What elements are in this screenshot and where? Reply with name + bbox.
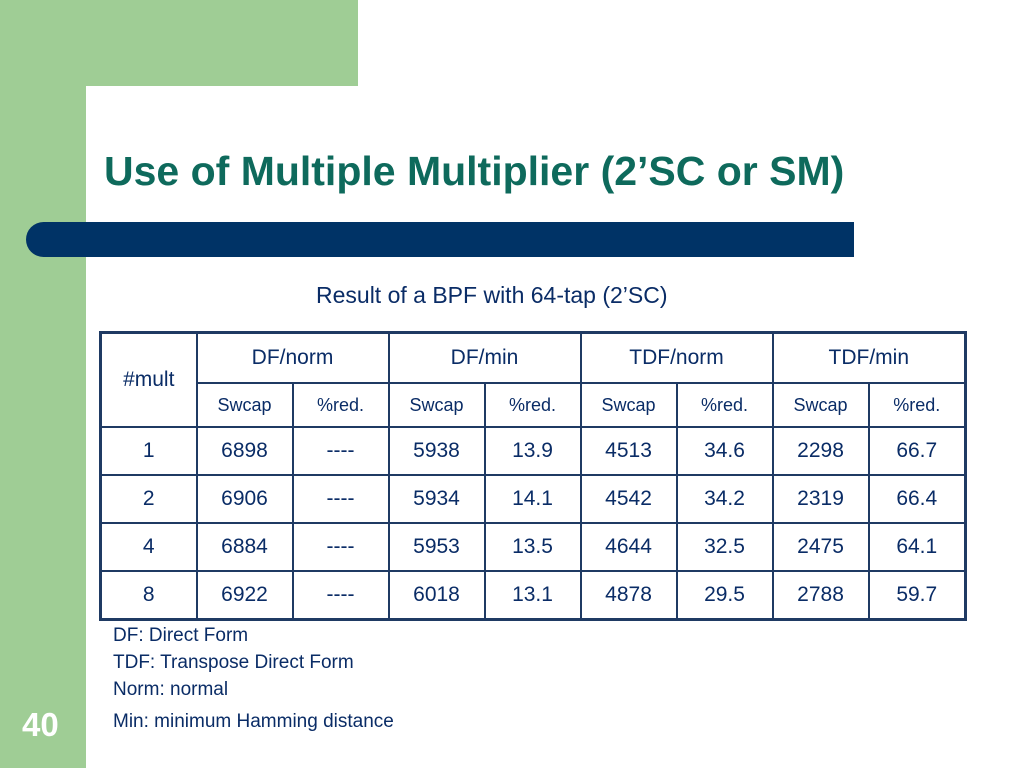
table-cell: 32.5 <box>675 522 774 572</box>
table-cell: 5938 <box>387 426 486 476</box>
table-cell: 6922 <box>195 570 294 621</box>
table-cell: 6884 <box>195 522 294 572</box>
sub-header-red: %red. <box>675 382 774 428</box>
table-cell: ---- <box>291 522 390 572</box>
table-cell: ---- <box>291 570 390 621</box>
table-cell: 4513 <box>579 426 678 476</box>
table-cell: 13.5 <box>483 522 582 572</box>
table-row: 8 6922 ---- 6018 13.1 4878 29.5 2788 59.… <box>99 570 967 621</box>
table-cell: 5953 <box>387 522 486 572</box>
table-cell: 2319 <box>771 474 870 524</box>
results-table: #mult DF/norm DF/min TDF/norm TDF/min Sw… <box>99 331 968 621</box>
table-cell: 2475 <box>771 522 870 572</box>
note-line: DF: Direct Form <box>113 625 249 646</box>
sub-header-swcap: Swcap <box>579 382 678 428</box>
group-header-tdf-norm: TDF/norm <box>579 331 774 384</box>
page-number: 40 <box>22 706 59 743</box>
table-cell: 4878 <box>579 570 678 621</box>
table-cell: 66.7 <box>867 426 967 476</box>
mult-column-header: #mult <box>99 331 198 428</box>
sub-header-swcap: Swcap <box>771 382 870 428</box>
table-group-header-row: #mult DF/norm DF/min TDF/norm TDF/min <box>99 331 967 428</box>
table-caption: Result of a BPF with 64-tap (2’SC) <box>316 282 668 308</box>
table-cell: 6898 <box>195 426 294 476</box>
sub-header-red: %red. <box>291 382 390 428</box>
group-header-df-norm: DF/norm <box>195 331 390 384</box>
table-cell: 1 <box>99 426 198 476</box>
table-cell: ---- <box>291 474 390 524</box>
table-cell: 66.4 <box>867 474 967 524</box>
note-line: Min: minimum Hamming distance <box>113 711 394 732</box>
table-row: 4 6884 ---- 5953 13.5 4644 32.5 2475 64.… <box>99 522 967 572</box>
table-cell: 2788 <box>771 570 870 621</box>
title-underline-bar <box>26 222 854 257</box>
table-row: 1 6898 ---- 5938 13.9 4513 34.6 2298 66.… <box>99 426 967 476</box>
table-cell: 4 <box>99 522 198 572</box>
table-cell: 2298 <box>771 426 870 476</box>
table-cell: 13.1 <box>483 570 582 621</box>
slide-title: Use of Multiple Multiplier (2’SC or SM) <box>104 148 845 194</box>
table-sub-header-row: Swcap %red. Swcap %red. Swcap %red. Swca… <box>101 382 967 428</box>
sub-header-swcap: Swcap <box>195 382 294 428</box>
table-cell: 4644 <box>579 522 678 572</box>
table-cell: ---- <box>291 426 390 476</box>
table-cell: 6906 <box>195 474 294 524</box>
sub-header-red: %red. <box>483 382 582 428</box>
abbreviation-notes: DF: Direct Form TDF: Transpose Direct Fo… <box>113 622 394 735</box>
table-cell: 4542 <box>579 474 678 524</box>
table-cell: 6018 <box>387 570 486 621</box>
table-cell: 29.5 <box>675 570 774 621</box>
table-row: 2 6906 ---- 5934 14.1 4542 34.2 2319 66.… <box>99 474 967 524</box>
table-cell: 5934 <box>387 474 486 524</box>
group-header-df-min: DF/min <box>387 331 582 384</box>
table-cell: 34.2 <box>675 474 774 524</box>
table-cell: 14.1 <box>483 474 582 524</box>
background-green-left <box>0 0 86 768</box>
table-cell: 34.6 <box>675 426 774 476</box>
sub-header-red: %red. <box>867 382 967 428</box>
table-cell: 59.7 <box>867 570 967 621</box>
note-line: Norm: normal <box>113 679 229 700</box>
table-cell: 8 <box>99 570 198 621</box>
note-line: TDF: Transpose Direct Form <box>113 652 354 673</box>
sub-header-swcap: Swcap <box>387 382 486 428</box>
table-cell: 13.9 <box>483 426 582 476</box>
table-cell: 2 <box>99 474 198 524</box>
group-header-tdf-min: TDF/min <box>771 331 967 384</box>
table-cell: 64.1 <box>867 522 967 572</box>
